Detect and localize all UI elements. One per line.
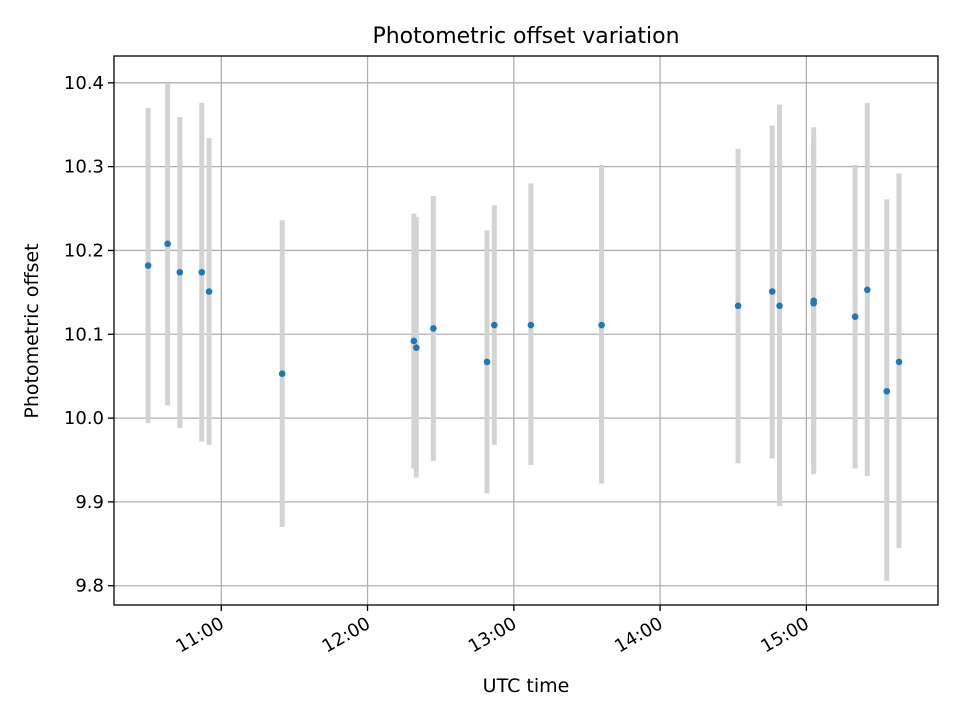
- x-tick-label: 13:00: [465, 613, 520, 657]
- y-tick-label: 10.4: [64, 73, 104, 94]
- y-axis-label: Photometric offset: [21, 243, 43, 418]
- y-tick-label: 10.1: [64, 324, 104, 345]
- data-point: [164, 240, 171, 248]
- data-point: [895, 358, 903, 366]
- data-point: [851, 313, 859, 320]
- data-point: [734, 302, 742, 310]
- y-tick-label: 9.9: [75, 492, 104, 513]
- x-axis-ticks: 11:00 12:00 13:00 14:00 15:00: [172, 605, 813, 657]
- y-tick-label: 10.2: [64, 240, 104, 261]
- y-axis-ticks: 9.8 9.9 10.0 10.1 10.2 10.3 10.4: [64, 73, 114, 597]
- data-point: [205, 288, 213, 295]
- data-point: [491, 321, 498, 329]
- y-tick-label: 10.3: [64, 157, 104, 178]
- chart-title: Photometric offset variation: [372, 24, 679, 49]
- y-tick-label: 9.8: [75, 576, 104, 597]
- x-axis-label: UTC time: [483, 675, 570, 697]
- data-point: [598, 321, 605, 329]
- x-tick-label: 14:00: [611, 613, 666, 657]
- data-point: [144, 262, 152, 269]
- error-bar-layer: [145, 82, 902, 581]
- data-point: [483, 358, 491, 366]
- x-tick-label: 12:00: [319, 613, 374, 657]
- x-tick-label: 15:00: [757, 613, 812, 657]
- data-point: [412, 344, 420, 351]
- data-point: [883, 387, 891, 395]
- x-tick-label: 11:00: [172, 613, 227, 657]
- data-point: [810, 299, 817, 307]
- data-point-layer: [144, 240, 903, 395]
- data-point: [198, 268, 206, 276]
- y-tick-label: 10.0: [64, 408, 104, 429]
- data-point: [430, 325, 437, 332]
- data-point: [527, 321, 535, 329]
- data-point: [768, 288, 776, 295]
- data-point: [410, 337, 418, 345]
- data-point: [776, 302, 783, 310]
- plot-frame: [113, 55, 939, 606]
- grid-layer: [114, 56, 938, 605]
- data-point: [176, 268, 184, 276]
- data-point: [278, 370, 286, 377]
- data-point: [864, 286, 871, 294]
